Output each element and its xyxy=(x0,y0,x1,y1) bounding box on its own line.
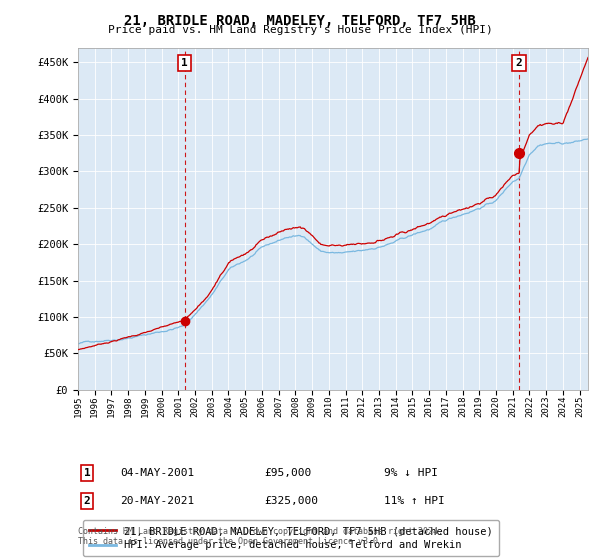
Text: £95,000: £95,000 xyxy=(264,468,311,478)
Text: Price paid vs. HM Land Registry's House Price Index (HPI): Price paid vs. HM Land Registry's House … xyxy=(107,25,493,35)
Text: Contains HM Land Registry data © Crown copyright and database right 2024.
This d: Contains HM Land Registry data © Crown c… xyxy=(78,526,443,546)
Legend: 21, BRIDLE ROAD, MADELEY, TELFORD, TF7 5HB (detached house), HPI: Average price,: 21, BRIDLE ROAD, MADELEY, TELFORD, TF7 5… xyxy=(83,520,499,557)
Text: 2: 2 xyxy=(516,58,523,68)
Text: 11% ↑ HPI: 11% ↑ HPI xyxy=(384,496,445,506)
Text: 9% ↓ HPI: 9% ↓ HPI xyxy=(384,468,438,478)
Text: £325,000: £325,000 xyxy=(264,496,318,506)
Text: 1: 1 xyxy=(181,58,188,68)
Text: 2: 2 xyxy=(83,496,91,506)
Text: 1: 1 xyxy=(83,468,91,478)
Text: 04-MAY-2001: 04-MAY-2001 xyxy=(120,468,194,478)
Text: 20-MAY-2021: 20-MAY-2021 xyxy=(120,496,194,506)
Text: 21, BRIDLE ROAD, MADELEY, TELFORD, TF7 5HB: 21, BRIDLE ROAD, MADELEY, TELFORD, TF7 5… xyxy=(124,14,476,28)
